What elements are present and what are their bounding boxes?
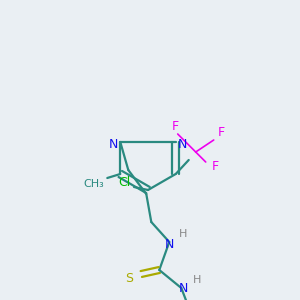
Text: N: N (109, 137, 118, 151)
Text: S: S (125, 272, 133, 284)
Text: H: H (179, 229, 188, 239)
Text: N: N (165, 238, 174, 250)
Text: F: F (218, 127, 225, 140)
Text: N: N (178, 137, 188, 151)
Text: N: N (178, 281, 188, 295)
Text: F: F (212, 160, 219, 173)
Text: H: H (193, 275, 202, 285)
Text: CH₃: CH₃ (83, 179, 104, 189)
Text: F: F (172, 121, 179, 134)
Text: Cl: Cl (118, 176, 130, 190)
